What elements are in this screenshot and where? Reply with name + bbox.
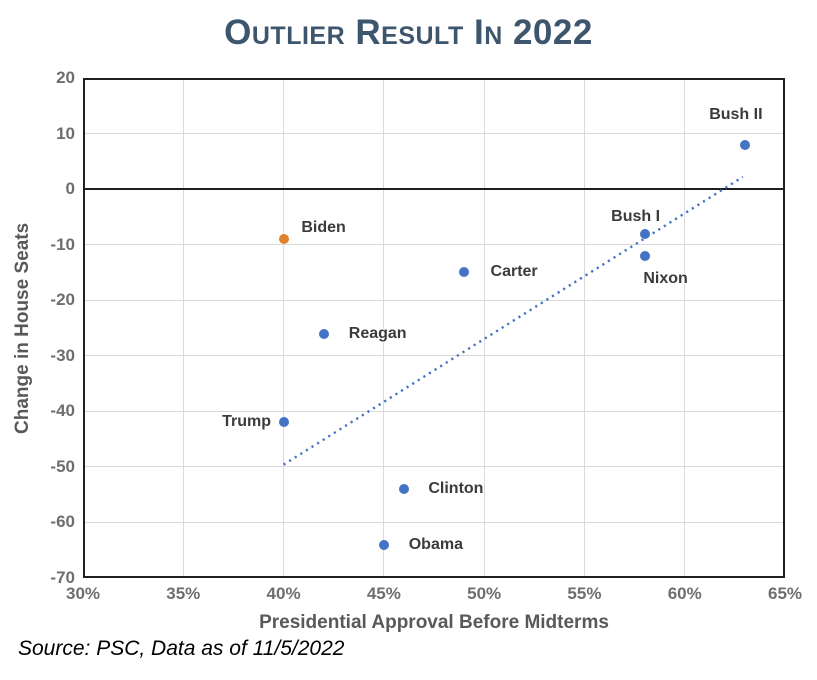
point-label-bush-ii: Bush II	[709, 105, 763, 123]
x-axis-ticks: 30% 35% 40% 45% 50% 55% 60% 65%	[66, 584, 802, 606]
trendline	[282, 175, 744, 466]
y-tick-label: -60	[50, 512, 75, 532]
x-tick-label: 55%	[567, 584, 602, 603]
x-tick-label: 65%	[767, 584, 803, 603]
y-tick-label: -40	[50, 401, 75, 421]
data-point-bush-i	[639, 228, 650, 239]
x-tick-label: 40%	[266, 584, 301, 603]
data-point-nixon	[639, 250, 650, 261]
x-tick-label: 50%	[467, 584, 502, 603]
source-note: Source: PSC, Data as of 11/5/2022	[18, 637, 345, 660]
point-label-clinton: Clinton	[428, 480, 484, 498]
gridline	[83, 133, 785, 135]
point-label-carter: Carter	[490, 263, 538, 281]
gridline	[383, 78, 385, 578]
point-label-reagan: Reagan	[348, 324, 407, 342]
chart-title: Outlier Result In 2022	[224, 13, 593, 52]
gridline	[83, 466, 785, 468]
y-tick-label: -10	[50, 234, 75, 254]
point-label-bush-i: Bush I	[611, 207, 661, 225]
x-tick-label: 30%	[65, 584, 101, 603]
data-point-obama	[378, 539, 389, 550]
gridline	[684, 78, 686, 578]
data-point-biden	[278, 234, 289, 245]
gridline	[283, 78, 285, 578]
gridline	[182, 78, 184, 578]
x-tick-label: 35%	[166, 584, 201, 603]
y-tick-label: -20	[50, 290, 75, 310]
point-label-nixon: Nixon	[643, 269, 688, 287]
gridline	[483, 78, 485, 578]
gridline	[83, 244, 785, 246]
data-point-reagan	[318, 328, 329, 339]
plot-area: Biden Trump Reagan Obama Clinton Carter Bush I…	[83, 78, 785, 578]
data-point-trump	[278, 417, 289, 428]
x-axis-title: Presidential Approval Before Midterms	[259, 612, 609, 633]
gridline	[83, 410, 785, 412]
y-axis-ticks: 20 10 0 -10 -20 -30 -40 -50 -60 -70	[0, 68, 75, 587]
gridline	[583, 78, 585, 578]
data-point-bush-ii	[739, 139, 750, 150]
y-tick-label: 20	[56, 68, 75, 87]
point-label-trump: Trump	[222, 413, 272, 431]
y-tick-label: 0	[65, 179, 75, 199]
y-tick-label: -50	[50, 456, 75, 476]
zero-line	[83, 188, 785, 191]
point-label-biden: Biden	[301, 219, 346, 237]
x-tick-label: 60%	[667, 584, 702, 603]
y-tick-label: -30	[50, 345, 75, 365]
data-point-carter	[459, 267, 470, 278]
gridline	[83, 355, 785, 357]
x-tick-label: 45%	[366, 584, 401, 603]
y-tick-label: -70	[50, 568, 75, 587]
data-point-clinton	[398, 484, 409, 495]
gridline	[83, 521, 785, 523]
point-label-obama: Obama	[408, 535, 463, 553]
y-tick-label: 10	[56, 123, 75, 143]
gridline	[83, 299, 785, 301]
